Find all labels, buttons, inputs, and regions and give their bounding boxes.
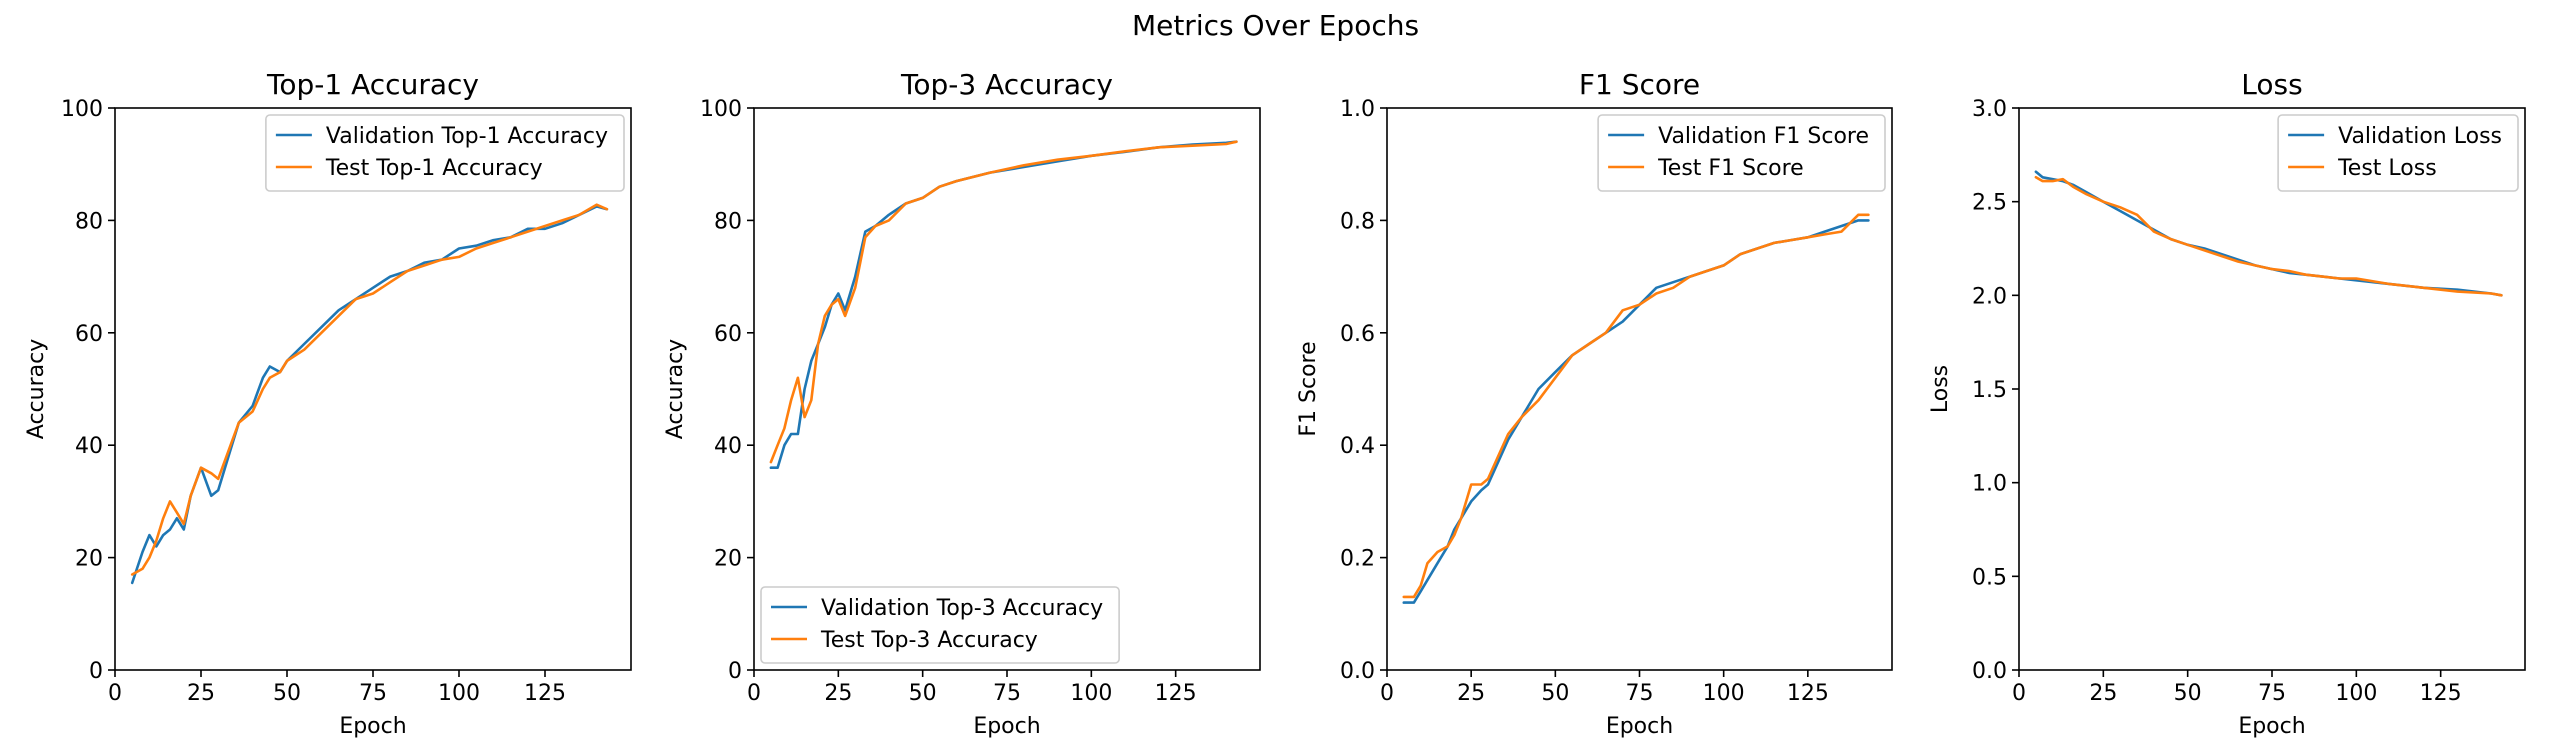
y-tick-label: 2.5 bbox=[1972, 191, 2007, 216]
y-tick-label: 20 bbox=[714, 547, 742, 572]
x-tick-label: 100 bbox=[1070, 681, 1112, 706]
x-tick-label: 0 bbox=[108, 681, 122, 706]
x-axis-label: Epoch bbox=[973, 714, 1040, 739]
y-axis-label: Loss bbox=[1928, 365, 1953, 413]
axes-frame bbox=[2018, 107, 2526, 671]
y-axis-label: Accuracy bbox=[663, 339, 688, 439]
x-tick-label: 0 bbox=[1380, 681, 1394, 706]
x-tick-label: 75 bbox=[2258, 681, 2286, 706]
legend-label-test: Test Loss bbox=[2337, 156, 2437, 181]
figure-title: Metrics Over Epochs bbox=[1132, 9, 1419, 42]
x-tick-label: 25 bbox=[187, 681, 215, 706]
x-tick-label: 125 bbox=[2420, 681, 2462, 706]
x-tick-label: 125 bbox=[1787, 681, 1829, 706]
series-line-test bbox=[1402, 213, 1870, 599]
legend: Validation Top-1 Accuracy Test Top-1 Accu… bbox=[265, 114, 625, 192]
x-tick-label: 100 bbox=[2335, 681, 2377, 706]
series-line-test bbox=[2034, 176, 2503, 297]
x-tick-label: 50 bbox=[1541, 681, 1569, 706]
x-tick-label: 0 bbox=[2012, 681, 2026, 706]
legend-label-validation: Validation Loss bbox=[2338, 124, 2502, 149]
legend-frame bbox=[1597, 114, 1886, 192]
series-line-test bbox=[769, 140, 1238, 464]
chart-title: Top-1 Accuracy bbox=[266, 68, 479, 101]
x-axis-label: Epoch bbox=[2238, 714, 2305, 739]
legend: Validation F1 Score Test F1 Score bbox=[1597, 114, 1886, 192]
legend-label-validation: Validation Top-1 Accuracy bbox=[326, 124, 608, 149]
axes-frame bbox=[753, 107, 1261, 671]
y-tick-label: 0.2 bbox=[1340, 547, 1375, 572]
legend-label-test: Test Top-1 Accuracy bbox=[325, 156, 543, 181]
x-tick-label: 25 bbox=[2089, 681, 2117, 706]
chart-panel-1: 0 25 50 75 100 125 0 20 40 60 80 100 Top-1 Accuracy E… bbox=[24, 68, 632, 739]
series-line-validation bbox=[1402, 219, 1870, 604]
y-axis-label: F1 Score bbox=[1296, 341, 1321, 436]
y-tick-label: 0 bbox=[89, 659, 103, 684]
x-tick-label: 125 bbox=[1155, 681, 1197, 706]
x-tick-label: 50 bbox=[2174, 681, 2202, 706]
series-line-test bbox=[130, 203, 609, 576]
y-tick-label: 1.0 bbox=[1340, 97, 1375, 122]
legend: Validation Loss Test Loss bbox=[2277, 114, 2519, 192]
y-tick-label: 40 bbox=[714, 434, 742, 459]
chart-title: F1 Score bbox=[1579, 68, 1700, 101]
y-tick-label: 60 bbox=[75, 322, 103, 347]
x-tick-label: 100 bbox=[1703, 681, 1745, 706]
x-tick-label: 25 bbox=[1457, 681, 1485, 706]
x-tick-label: 75 bbox=[1626, 681, 1654, 706]
y-tick-label: 100 bbox=[61, 97, 103, 122]
y-axis-label: Accuracy bbox=[24, 339, 49, 439]
chart-panel-3: 0 25 50 75 100 125 0.0 0.2 0.4 0.6 0.8 1.0 F1 Score E… bbox=[1296, 68, 1893, 739]
x-tick-label: 0 bbox=[747, 681, 761, 706]
y-tick-label: 40 bbox=[75, 434, 103, 459]
x-tick-label: 75 bbox=[359, 681, 387, 706]
legend-frame bbox=[265, 114, 625, 192]
y-tick-label: 1.5 bbox=[1972, 378, 2007, 403]
x-tick-label: 50 bbox=[273, 681, 301, 706]
y-tick-label: 0 bbox=[728, 659, 742, 684]
chart-panel-4: 0 25 50 75 100 125 0.0 0.5 1.0 1.5 2.0 2.5 3.0 Loss Ep… bbox=[1928, 68, 2526, 739]
y-tick-label: 80 bbox=[75, 209, 103, 234]
legend-label-test: Test Top-3 Accuracy bbox=[820, 628, 1038, 653]
x-tick-label: 50 bbox=[909, 681, 937, 706]
axes-frame bbox=[114, 107, 632, 671]
y-tick-label: 0.0 bbox=[1340, 659, 1375, 684]
y-tick-label: 0.4 bbox=[1340, 434, 1375, 459]
legend-label-validation: Validation F1 Score bbox=[1658, 124, 1869, 149]
y-tick-label: 60 bbox=[714, 322, 742, 347]
y-tick-label: 0.8 bbox=[1340, 209, 1375, 234]
x-tick-label: 25 bbox=[824, 681, 852, 706]
x-tick-label: 100 bbox=[438, 681, 480, 706]
y-tick-label: 0.0 bbox=[1972, 659, 2007, 684]
y-tick-label: 3.0 bbox=[1972, 97, 2007, 122]
y-tick-label: 20 bbox=[75, 547, 103, 572]
y-tick-label: 100 bbox=[700, 97, 742, 122]
legend: Validation Top-3 Accuracy Test Top-3 Accu… bbox=[760, 586, 1120, 664]
y-tick-label: 0.6 bbox=[1340, 322, 1375, 347]
y-tick-label: 1.0 bbox=[1972, 472, 2007, 497]
axes-frame bbox=[1386, 107, 1893, 671]
chart-panel-2: 0 25 50 75 100 125 0 20 40 60 80 100 Top-3 Accuracy E… bbox=[663, 68, 1261, 739]
chart-title: Loss bbox=[2241, 68, 2302, 101]
chart-title: Top-3 Accuracy bbox=[900, 68, 1113, 101]
x-axis-label: Epoch bbox=[1606, 714, 1673, 739]
series-line-validation bbox=[130, 205, 609, 585]
x-tick-label: 125 bbox=[524, 681, 566, 706]
legend-label-validation: Validation Top-3 Accuracy bbox=[821, 596, 1103, 621]
y-tick-label: 80 bbox=[714, 209, 742, 234]
legend-label-test: Test F1 Score bbox=[1657, 156, 1804, 181]
x-axis-label: Epoch bbox=[339, 714, 406, 739]
legend-frame bbox=[2277, 114, 2519, 192]
legend-frame bbox=[760, 586, 1120, 664]
y-tick-label: 2.0 bbox=[1972, 284, 2007, 309]
y-tick-label: 0.5 bbox=[1972, 565, 2007, 590]
x-tick-label: 75 bbox=[993, 681, 1021, 706]
